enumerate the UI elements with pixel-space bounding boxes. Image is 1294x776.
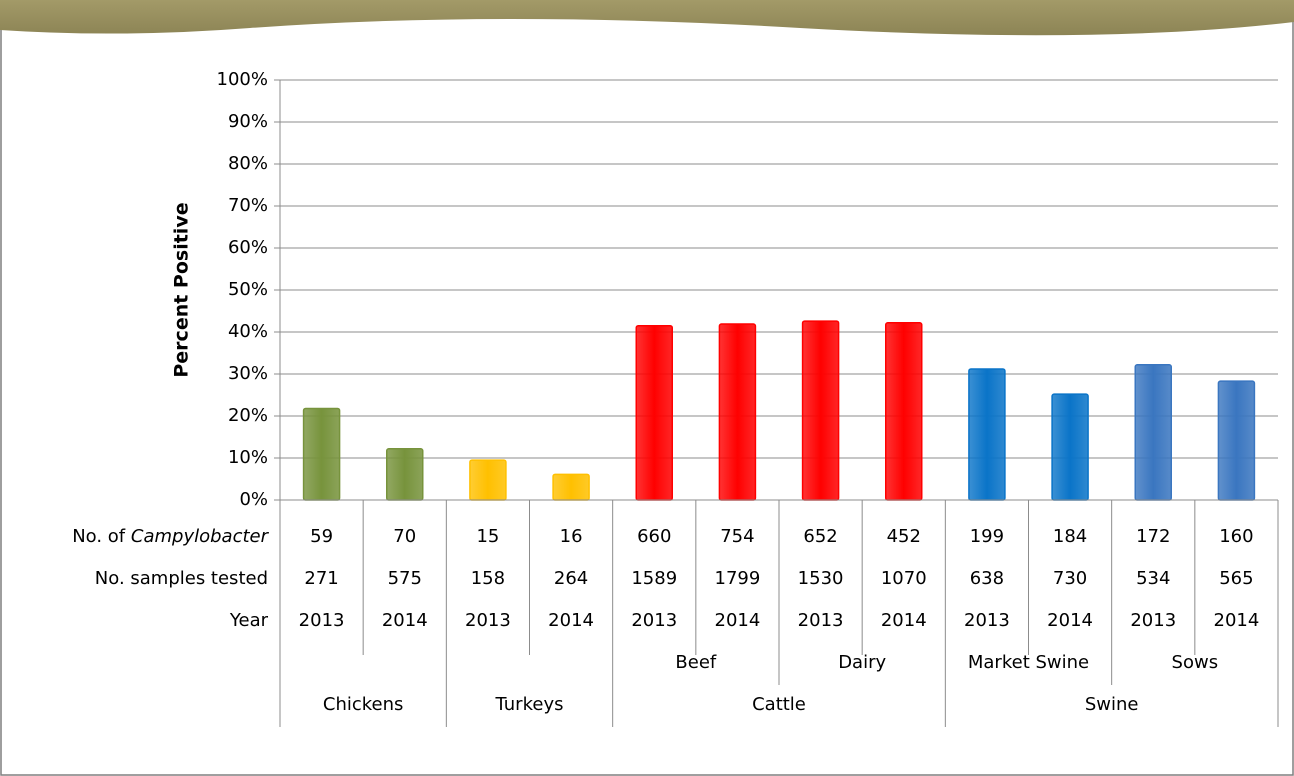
subgroup-label: Dairy xyxy=(838,652,886,673)
y-axis-title: Percent Positive xyxy=(171,202,193,377)
y-tick-label: 70% xyxy=(228,195,268,216)
y-tick-label: 60% xyxy=(228,237,268,258)
year-cell: 2014 xyxy=(881,610,927,631)
samples-cell: 1530 xyxy=(798,568,844,589)
row-label: No. of Campylobacter xyxy=(72,526,269,547)
count-cell: 660 xyxy=(637,526,671,547)
count-cell: 184 xyxy=(1053,526,1087,547)
group-label: Swine xyxy=(1085,694,1139,715)
subgroup-label: Market Swine xyxy=(968,652,1089,673)
y-tick-label: 90% xyxy=(228,111,268,132)
count-cell: 754 xyxy=(720,526,754,547)
bar xyxy=(1134,364,1172,501)
samples-cell: 271 xyxy=(304,568,338,589)
y-tick-label: 40% xyxy=(228,321,268,342)
year-cell: 2013 xyxy=(631,610,677,631)
y-tick-label: 50% xyxy=(228,279,268,300)
year-cell: 2013 xyxy=(465,610,511,631)
y-tick-label: 80% xyxy=(228,153,268,174)
bar xyxy=(718,323,757,501)
count-cell: 59 xyxy=(310,526,333,547)
year-cell: 2014 xyxy=(548,610,594,631)
samples-cell: 1589 xyxy=(631,568,677,589)
samples-cell: 534 xyxy=(1136,568,1170,589)
subgroup-label: Beef xyxy=(675,652,716,673)
bar xyxy=(968,368,1006,501)
count-cell: 15 xyxy=(476,526,499,547)
bar xyxy=(885,322,923,501)
year-cell: 2013 xyxy=(798,610,844,631)
year-cell: 2013 xyxy=(299,610,345,631)
group-label: Chickens xyxy=(323,694,404,715)
count-cell: 160 xyxy=(1219,526,1253,547)
header-band xyxy=(0,0,1294,36)
group-label: Cattle xyxy=(752,694,806,715)
y-tick-label: 30% xyxy=(228,363,268,384)
year-cell: 2013 xyxy=(1130,610,1176,631)
count-cell: 172 xyxy=(1136,526,1170,547)
bar xyxy=(1217,380,1256,501)
year-cell: 2014 xyxy=(382,610,428,631)
y-tick-label: 0% xyxy=(239,489,268,510)
row-label: Year xyxy=(229,610,269,631)
row-label-prefix: No. of xyxy=(72,526,126,547)
bar xyxy=(469,459,507,501)
subgroup-label: Sows xyxy=(1172,652,1219,673)
year-cell: 2014 xyxy=(1214,610,1260,631)
samples-cell: 1070 xyxy=(881,568,927,589)
samples-cell: 730 xyxy=(1053,568,1087,589)
year-cell: 2014 xyxy=(1047,610,1093,631)
group-label: Turkeys xyxy=(495,694,564,715)
bar xyxy=(302,407,341,501)
samples-cell: 158 xyxy=(471,568,505,589)
samples-cell: 575 xyxy=(388,568,422,589)
row-label: No. samples tested xyxy=(95,568,268,589)
count-cell: 70 xyxy=(393,526,416,547)
year-cell: 2013 xyxy=(964,610,1010,631)
count-cell: 452 xyxy=(887,526,921,547)
count-cell: 652 xyxy=(803,526,837,547)
year-cell: 2014 xyxy=(715,610,761,631)
row-label-italic: Campylobacter xyxy=(131,526,270,547)
bar xyxy=(552,473,590,501)
bar xyxy=(1051,393,1089,501)
bar xyxy=(801,320,840,501)
samples-cell: 1799 xyxy=(715,568,761,589)
samples-cell: 565 xyxy=(1219,568,1253,589)
bar xyxy=(386,448,424,501)
y-tick-label: 20% xyxy=(228,405,268,426)
y-tick-label: 100% xyxy=(217,69,268,90)
count-cell: 16 xyxy=(560,526,583,547)
count-cell: 199 xyxy=(970,526,1004,547)
bar xyxy=(635,324,673,501)
samples-cell: 264 xyxy=(554,568,588,589)
samples-cell: 638 xyxy=(970,568,1004,589)
y-tick-label: 10% xyxy=(228,447,268,468)
